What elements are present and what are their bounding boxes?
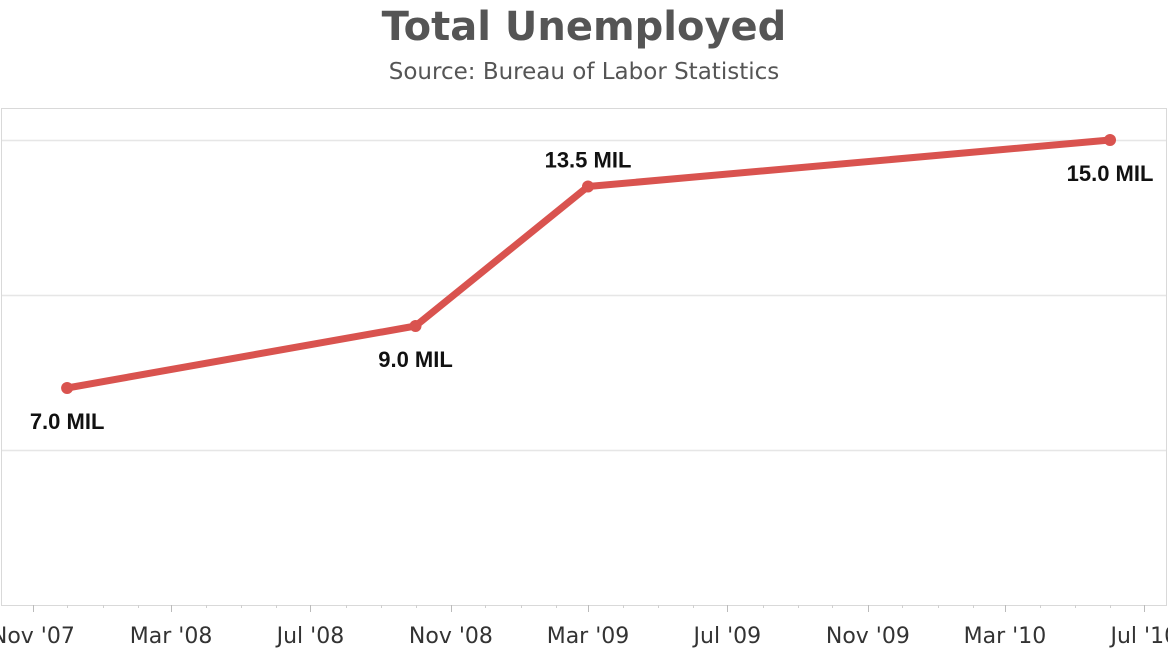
x-tick-label: Jul '09 [692, 624, 762, 649]
data-point-2 [581, 180, 594, 193]
data-point-3 [1104, 134, 1117, 146]
data-label-0: 7.0 MIL [30, 409, 105, 434]
x-axis: Nov '07 Mar '08 Jul '08 Nov '08 Mar '09 Jul '… [0, 605, 1168, 649]
data-label-2: 13.5 MIL [545, 148, 632, 173]
chart-subtitle: Source: Bureau of Labor Statistics [388, 59, 780, 85]
data-label-3: 15.0 MIL [1067, 161, 1154, 186]
x-tick-label: Mar '08 [130, 624, 213, 649]
x-tick-label: Jul '08 [275, 624, 345, 649]
x-tick-label: Mar '09 [547, 624, 630, 649]
x-tick-label: Mar '10 [964, 624, 1047, 649]
chart-title: Total Unemployed [381, 4, 787, 50]
x-tick-label: Nov '09 [826, 624, 910, 649]
gridlines [2, 139, 1166, 452]
data-point-1 [409, 320, 422, 332]
data-labels: 7.0 MIL 9.0 MIL 13.5 MIL 15.0 MIL [30, 148, 1154, 435]
data-label-1: 9.0 MIL [378, 347, 453, 372]
x-tick-label: Nov '08 [409, 624, 493, 649]
data-point-0 [61, 382, 74, 394]
x-tick-label: Nov '07 [0, 624, 75, 649]
x-tick-label: Jul '10 [1108, 624, 1168, 649]
series-layer [61, 134, 1117, 394]
series-line-0 [63, 136, 1114, 392]
